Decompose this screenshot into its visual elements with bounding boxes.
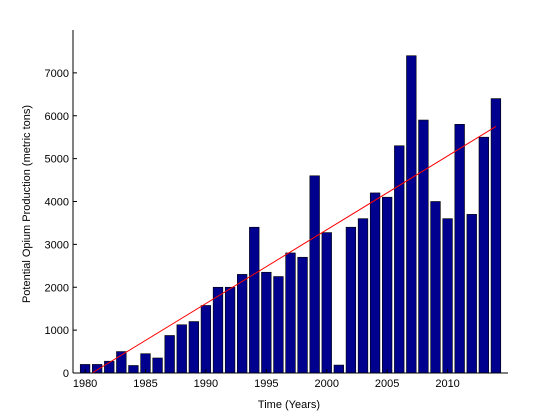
y-tick-label-1000: 1000 bbox=[45, 325, 69, 337]
bar-1994 bbox=[249, 226, 260, 374]
y-tick-label-6000: 6000 bbox=[45, 111, 69, 123]
axes-layer: 0 1000 2000 3000 4000 5000 6000 7000 1980 1985 199… bbox=[45, 30, 508, 390]
bar-1998 bbox=[297, 256, 308, 374]
bar-2004 bbox=[369, 192, 381, 374]
x-tick-label-1995: 1995 bbox=[254, 378, 278, 390]
bar-1988 bbox=[176, 324, 187, 374]
bar-2008 bbox=[418, 119, 429, 374]
bar-2012 bbox=[466, 214, 477, 374]
y-tick-label-0: 0 bbox=[63, 368, 69, 380]
bar-1989 bbox=[188, 321, 199, 374]
trend-line bbox=[91, 126, 497, 374]
y-tick-label-5000: 5000 bbox=[45, 154, 69, 166]
trend-layer bbox=[91, 126, 497, 374]
bar-2006 bbox=[394, 145, 405, 374]
bar-1996 bbox=[273, 276, 284, 374]
bar-1987 bbox=[164, 335, 175, 374]
bar-2001 bbox=[333, 364, 344, 374]
bar-1993 bbox=[237, 274, 248, 374]
bar-1992 bbox=[224, 286, 236, 374]
bar-1986 bbox=[152, 357, 163, 374]
bar-1991 bbox=[212, 286, 224, 374]
bar-2010 bbox=[442, 218, 453, 374]
bar-1997 bbox=[285, 252, 296, 374]
y-tick-label-4000: 4000 bbox=[45, 197, 69, 209]
x-tick-label-1980: 1980 bbox=[73, 378, 97, 390]
bar-1984 bbox=[128, 365, 139, 374]
bar-2011 bbox=[454, 124, 465, 374]
y-tick-label-3000: 3000 bbox=[45, 239, 69, 251]
bar-2014 bbox=[490, 98, 502, 374]
y-axis-label: Potential Opium Production (metric tons) bbox=[21, 105, 33, 303]
x-tick-label-1985: 1985 bbox=[133, 378, 157, 390]
bar-2013 bbox=[478, 136, 489, 374]
x-tick-label-2010: 2010 bbox=[435, 378, 459, 390]
x-tick-label-2000: 2000 bbox=[315, 378, 339, 390]
x-tick-label-2005: 2005 bbox=[375, 378, 399, 390]
bar-2000 bbox=[321, 232, 332, 374]
x-tick-label-1990: 1990 bbox=[194, 378, 218, 390]
bar-2005 bbox=[382, 196, 393, 374]
bar-2003 bbox=[357, 218, 369, 374]
bar-2002 bbox=[345, 226, 357, 374]
bar-1990 bbox=[200, 305, 212, 374]
bar-2009 bbox=[430, 201, 441, 374]
bar-2007 bbox=[406, 55, 417, 374]
y-tick-label-2000: 2000 bbox=[45, 282, 69, 294]
bar-1995 bbox=[261, 271, 272, 374]
bar-1999 bbox=[309, 175, 320, 374]
x-axis-label: Time (Years) bbox=[258, 399, 320, 411]
y-tick-label-7000: 7000 bbox=[45, 68, 69, 80]
